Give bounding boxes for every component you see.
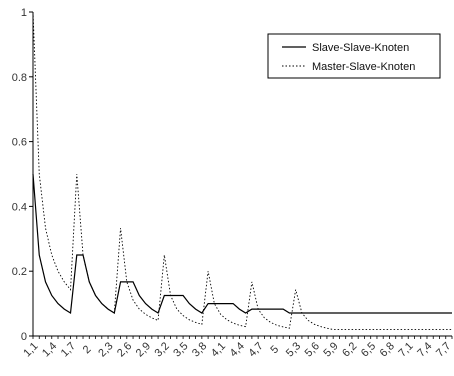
x-tick-label: 5	[268, 343, 281, 356]
x-tick-label: 2,6	[115, 340, 134, 359]
x-tick-label: 1,1	[21, 340, 40, 359]
x-tick-label: 4,1	[209, 340, 228, 359]
x-tick-label: 4,4	[228, 340, 247, 359]
x-tick-label: 5,9	[321, 340, 340, 359]
y-tick-label: 0	[21, 331, 27, 343]
x-tick-label: 2	[81, 343, 94, 356]
x-tick-label: 1,4	[40, 340, 59, 359]
x-tick-label: 6,2	[340, 340, 359, 359]
x-tick-label: 1,7	[59, 340, 78, 359]
y-tick-label: 0.8	[12, 72, 27, 84]
y-tick-label: 0.4	[12, 201, 27, 213]
legend-box	[267, 33, 441, 79]
x-tick-label: 7,4	[415, 340, 434, 359]
legend: Slave-Slave-Knoten Master-Slave-Knoten	[267, 33, 441, 79]
y-tick-label: 1	[21, 7, 27, 19]
y-tick-label: 0.6	[12, 137, 27, 149]
x-tick-label: 6,5	[359, 340, 378, 359]
x-tick-label: 6,8	[378, 340, 397, 359]
series-layer	[32, 11, 452, 330]
x-tick-label: 3,8	[190, 340, 209, 359]
series-line-1	[32, 173, 452, 315]
x-tick-label: 5,6	[303, 340, 322, 359]
x-tick-label: 3,5	[171, 340, 190, 359]
x-tick-label: 7,1	[396, 340, 415, 359]
y-tick-label: 0.2	[12, 266, 27, 278]
x-tick-label: 3,2	[153, 340, 172, 359]
x-tick-label: 4,7	[246, 340, 265, 359]
legend-label: Master-Slave-Knoten	[312, 61, 415, 73]
legend-label: Slave-Slave-Knoten	[312, 42, 409, 54]
x-tick-label: 2,3	[96, 340, 115, 359]
x-tick-label: 2,9	[134, 340, 153, 359]
x-tick-label: 5,3	[284, 340, 303, 359]
x-tick-label: 7,7	[434, 340, 453, 359]
